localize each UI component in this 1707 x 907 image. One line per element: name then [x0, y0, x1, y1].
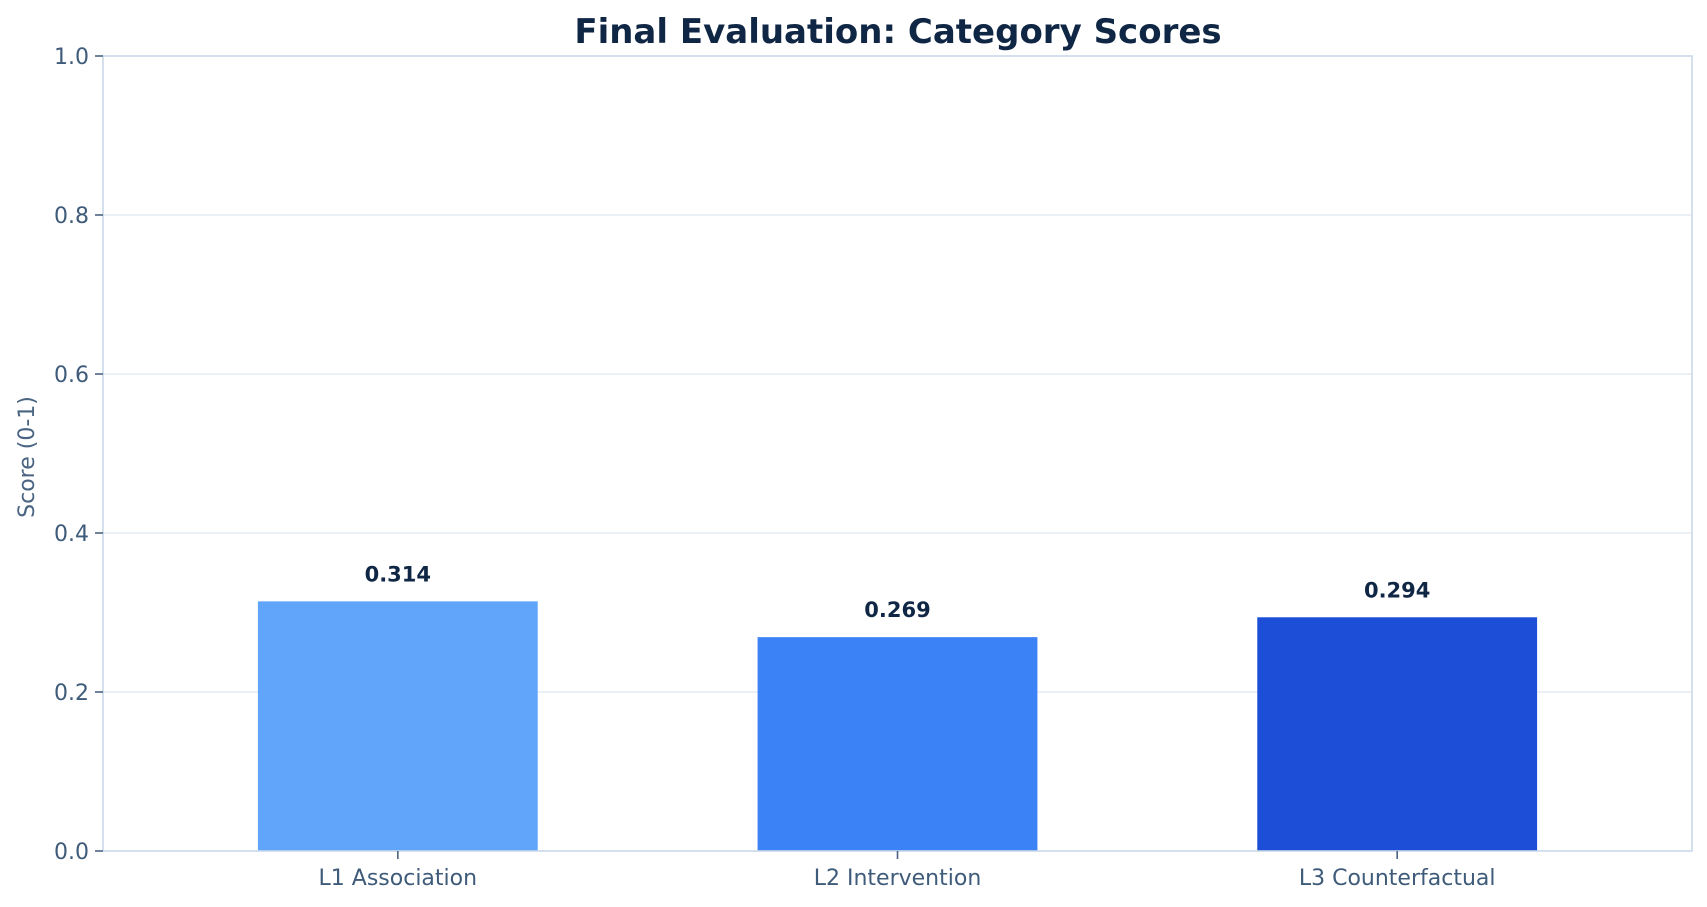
y-axis-ticks: 0.0 0.2 0.4 0.6 0.8 1.0: [54, 45, 103, 865]
x-tick-label: L2 Intervention: [814, 866, 982, 891]
chart-title: Final Evaluation: Category Scores: [574, 12, 1221, 52]
bar-1: [257, 601, 538, 851]
bar-2: [757, 637, 1038, 851]
y-axis-label: Score (0-1): [15, 396, 40, 518]
data-label: 0.269: [864, 598, 930, 622]
y-tick-label: 0.2: [54, 681, 89, 706]
x-axis-ticks: L1 Association L2 Intervention L3 Counterf…: [319, 851, 1496, 891]
y-tick-label: 0.4: [54, 522, 89, 547]
y-tick-label: 0.0: [54, 840, 89, 865]
y-tick-label: 0.6: [54, 363, 89, 388]
data-label: 0.294: [1364, 578, 1430, 602]
y-tick-label: 1.0: [54, 45, 89, 70]
x-tick-label: L1 Association: [319, 866, 478, 891]
y-tick-label: 0.8: [54, 204, 89, 229]
bars: [257, 601, 1538, 851]
data-label: 0.314: [365, 562, 431, 586]
bar-3: [1257, 617, 1538, 851]
x-tick-label: L3 Counterfactual: [1299, 866, 1496, 891]
data-labels: 0.314 0.269 0.294: [365, 562, 1431, 622]
